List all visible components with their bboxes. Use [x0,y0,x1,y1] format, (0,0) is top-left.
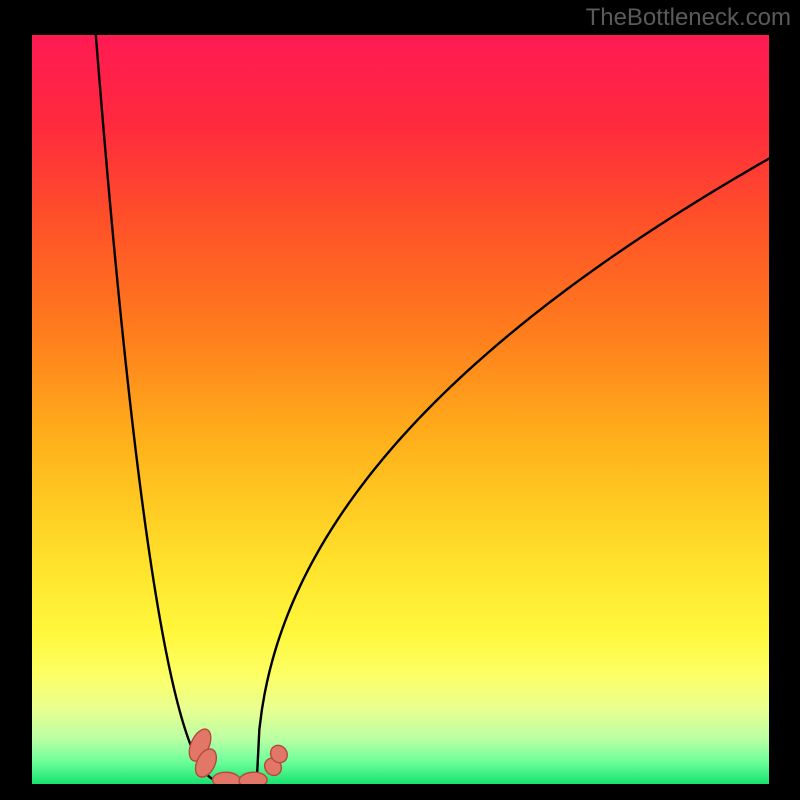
chart-background [32,35,769,784]
bottleneck-chart [32,35,769,784]
watermark-text: TheBottleneck.com [586,4,791,32]
